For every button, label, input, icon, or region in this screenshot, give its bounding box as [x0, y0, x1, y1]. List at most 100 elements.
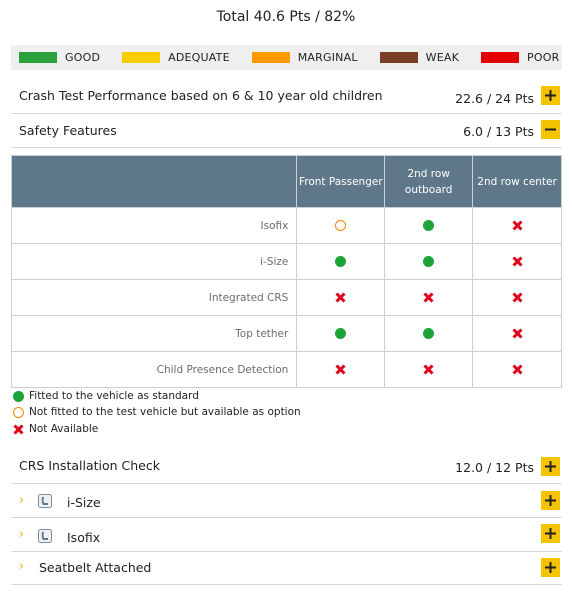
legend-swatch-poor — [481, 52, 520, 63]
table-row: Isofix — [10, 207, 562, 244]
feature-cell — [384, 207, 474, 244]
column-header: 2nd row center — [472, 155, 562, 208]
legend-swatch-weak — [379, 52, 418, 63]
key-standard-text: Fitted to the vehicle as standard — [29, 390, 199, 402]
subsection-isofix[interactable]: › Isofix — [11, 518, 562, 552]
feature-label: Integrated CRS — [10, 279, 298, 316]
red-cross-icon — [512, 292, 523, 303]
feature-cell — [296, 315, 386, 352]
chevron-right-icon: › — [19, 559, 24, 573]
crs-check-title: CRS Installation Check — [19, 458, 160, 473]
feature-cell — [472, 207, 562, 244]
table-row: Child Presence Detection — [10, 351, 562, 388]
orange-circle-icon — [12, 406, 24, 418]
minus-icon — [545, 128, 556, 131]
red-cross-icon — [512, 256, 523, 267]
feature-cell — [384, 243, 474, 280]
red-cross-icon — [335, 364, 346, 375]
safety-features-points: 6.0 / 13 Pts — [463, 124, 534, 139]
green-dot-icon — [335, 256, 347, 267]
feature-label: Top tether — [10, 315, 298, 352]
key-not-available: Not Available — [11, 423, 98, 435]
key-not-available-text: Not Available — [29, 423, 99, 435]
legend-marginal: MARGINAL — [251, 51, 358, 64]
plus-icon — [545, 528, 556, 539]
collapse-button[interactable] — [541, 120, 560, 139]
subsection-i-size[interactable]: › i-Size — [11, 484, 562, 518]
green-dot-icon — [423, 220, 435, 231]
crs-check-section[interactable]: CRS Installation Check 12.0 / 12 Pts — [11, 450, 562, 484]
safety-features-title: Safety Features — [19, 123, 117, 138]
green-dot-icon — [423, 256, 435, 267]
red-cross-icon — [12, 423, 24, 435]
red-cross-icon — [512, 364, 523, 375]
red-cross-icon — [423, 364, 434, 375]
feature-cell — [296, 351, 386, 388]
total-score: Total 40.6 Pts / 82% — [216, 9, 356, 25]
legend-label: POOR — [527, 51, 560, 64]
key-optional: Not fitted to the test vehicle but avail… — [11, 406, 301, 418]
crash-test-section[interactable]: Crash Test Performance based on 6 & 10 y… — [11, 80, 562, 114]
i-size-seat-icon — [38, 494, 52, 508]
legend-swatch-marginal — [251, 52, 290, 63]
subsection-title: Isofix — [67, 530, 101, 545]
chevron-right-icon: › — [19, 493, 24, 507]
plus-icon — [545, 90, 556, 101]
red-cross-icon — [423, 292, 434, 303]
plus-icon — [545, 562, 556, 573]
crs-check-points: 12.0 / 12 Pts — [455, 460, 534, 475]
legend-label: MARGINAL — [297, 51, 358, 64]
legend-adequate: ADEQUATE — [122, 51, 230, 64]
green-dot-icon — [423, 328, 435, 339]
feature-cell — [384, 279, 474, 316]
table-row: i-Size — [10, 243, 562, 280]
feature-cell — [472, 279, 562, 316]
feature-cell — [384, 315, 474, 352]
orange-circle-icon — [335, 220, 347, 231]
expand-button[interactable] — [541, 558, 560, 577]
feature-cell — [296, 207, 386, 244]
legend-label: GOOD — [65, 51, 101, 64]
column-header: 2nd row outboard — [384, 155, 474, 208]
subsection-seatbelt-attached[interactable]: › Seatbelt Attached — [11, 552, 562, 585]
subsection-title: i-Size — [67, 495, 101, 510]
legend-good: GOOD — [19, 51, 100, 64]
column-header: Front Passenger — [296, 155, 386, 208]
feature-label: Isofix — [10, 207, 298, 244]
legend-label: WEAK — [425, 51, 460, 64]
subsection-title: Seatbelt Attached — [39, 560, 152, 575]
crash-test-points: 22.6 / 24 Pts — [455, 91, 534, 106]
safety-features-table: Front Passenger 2nd row outboard 2nd row… — [10, 155, 562, 388]
feature-cell — [472, 351, 562, 388]
expand-button[interactable] — [541, 457, 560, 476]
red-cross-icon — [335, 292, 346, 303]
table-row: Integrated CRS — [10, 279, 562, 316]
expand-button[interactable] — [541, 491, 560, 510]
table-header-empty — [10, 155, 298, 208]
key-standard: Fitted to the vehicle as standard — [11, 390, 199, 402]
feature-cell — [384, 351, 474, 388]
plus-icon — [545, 495, 556, 506]
chevron-right-icon: › — [19, 527, 24, 541]
legend-swatch-adequate — [122, 52, 161, 63]
expand-button[interactable] — [541, 86, 560, 105]
table-row: Top tether — [10, 315, 562, 352]
feature-cell — [296, 243, 386, 280]
rating-legend: GOOD ADEQUATE MARGINAL WEAK POOR — [11, 45, 562, 70]
feature-label: Child Presence Detection — [10, 351, 298, 388]
red-cross-icon — [512, 328, 523, 339]
key-optional-text: Not fitted to the test vehicle but avail… — [29, 406, 301, 418]
legend-weak: WEAK — [379, 51, 460, 64]
legend-poor: POOR — [481, 51, 559, 64]
red-cross-icon — [512, 220, 523, 231]
legend-swatch-good — [19, 52, 57, 63]
safety-features-section[interactable]: Safety Features 6.0 / 13 Pts — [11, 114, 562, 148]
isofix-seat-icon — [38, 529, 52, 543]
expand-button[interactable] — [541, 524, 560, 543]
feature-label: i-Size — [10, 243, 298, 280]
feature-cell — [296, 279, 386, 316]
table-header-row: Front Passenger 2nd row outboard 2nd row… — [10, 155, 562, 208]
green-dot-icon — [335, 328, 347, 339]
feature-cell — [472, 243, 562, 280]
plus-icon — [545, 461, 556, 472]
